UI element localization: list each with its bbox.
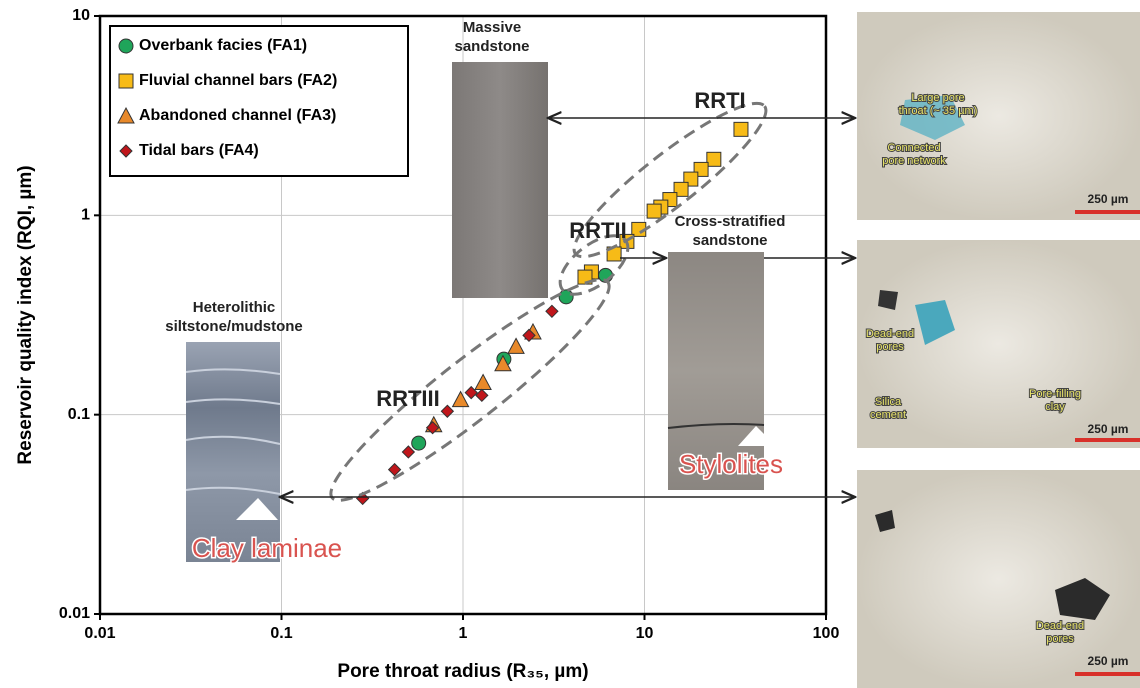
- annotation: Clay laminae: [192, 533, 342, 563]
- annotation: 250 µm: [1088, 422, 1129, 436]
- annotation: Large pore: [911, 92, 964, 104]
- point: [707, 152, 721, 166]
- annotation: Pore-filling: [1029, 388, 1081, 400]
- annotation: siltstone/mudstone: [165, 318, 303, 335]
- x-axis-label: Pore throat radius (R₃₅, µm): [337, 661, 588, 682]
- x-tick-label: 0.1: [270, 625, 292, 642]
- annotation: throat (~ 35 µm): [899, 105, 978, 117]
- x-tick-label: 0.01: [84, 625, 115, 642]
- point: [119, 39, 133, 53]
- legend-label: Tidal bars (FA4): [139, 142, 259, 159]
- annotation: cement: [870, 409, 906, 421]
- annotation: RRTII: [569, 218, 626, 243]
- x-tick-label: 10: [636, 625, 654, 642]
- core-photo: [452, 62, 548, 298]
- annotation: Dead-end: [866, 328, 914, 340]
- point: [402, 446, 414, 458]
- annotation: sandstone: [692, 232, 767, 249]
- annotation: clay: [1045, 401, 1065, 413]
- point: [508, 338, 524, 353]
- annotation: pore network: [882, 155, 946, 167]
- annotation: sandstone: [454, 38, 529, 55]
- y-axis-label: Reservoir quality index (RQI, µm): [15, 165, 36, 464]
- point: [412, 436, 426, 450]
- point: [475, 375, 491, 390]
- annotation: Cross-stratified: [675, 213, 786, 230]
- legend: Overbank facies (FA1) Fluvial channel bar…: [110, 26, 408, 176]
- point: [559, 290, 573, 304]
- annotation: Connected: [887, 142, 940, 154]
- annotation: pores: [1046, 633, 1074, 645]
- annotation: Silica: [875, 396, 902, 408]
- annotation: Stylolites: [679, 449, 783, 479]
- annotation: RRTI: [694, 88, 745, 113]
- point: [546, 305, 558, 317]
- x-tick-label: 100: [813, 625, 840, 642]
- legend-label: Fluvial channel bars (FA2): [139, 72, 337, 89]
- annotation: 250 µm: [1088, 192, 1129, 206]
- annotation: Heterolithic: [193, 299, 276, 316]
- y-tick-label: 10: [72, 7, 90, 24]
- annotation: RRTIII: [376, 386, 440, 411]
- point: [647, 204, 661, 218]
- point: [734, 122, 748, 136]
- point: [441, 405, 453, 417]
- point: [476, 389, 488, 401]
- annotation: Massive: [463, 19, 521, 36]
- annotation: 250 µm: [1088, 654, 1129, 668]
- annotation: Dead-end: [1036, 620, 1084, 632]
- y-tick-label: 0.1: [68, 406, 90, 423]
- figure: 0.01 0.1 1 10 100 0.01 0.1 1 10 Pore throat radiu…: [0, 0, 1140, 688]
- y-tick-label: 1: [81, 207, 90, 224]
- x-tick-label: 1: [459, 625, 468, 642]
- y-tick-label: 0.01: [59, 605, 90, 622]
- legend-label: Abandoned channel (FA3): [139, 107, 336, 124]
- point: [119, 74, 133, 88]
- legend-label: Overbank facies (FA1): [139, 37, 307, 54]
- core-photo: [186, 342, 280, 562]
- annotation: pores: [876, 341, 904, 353]
